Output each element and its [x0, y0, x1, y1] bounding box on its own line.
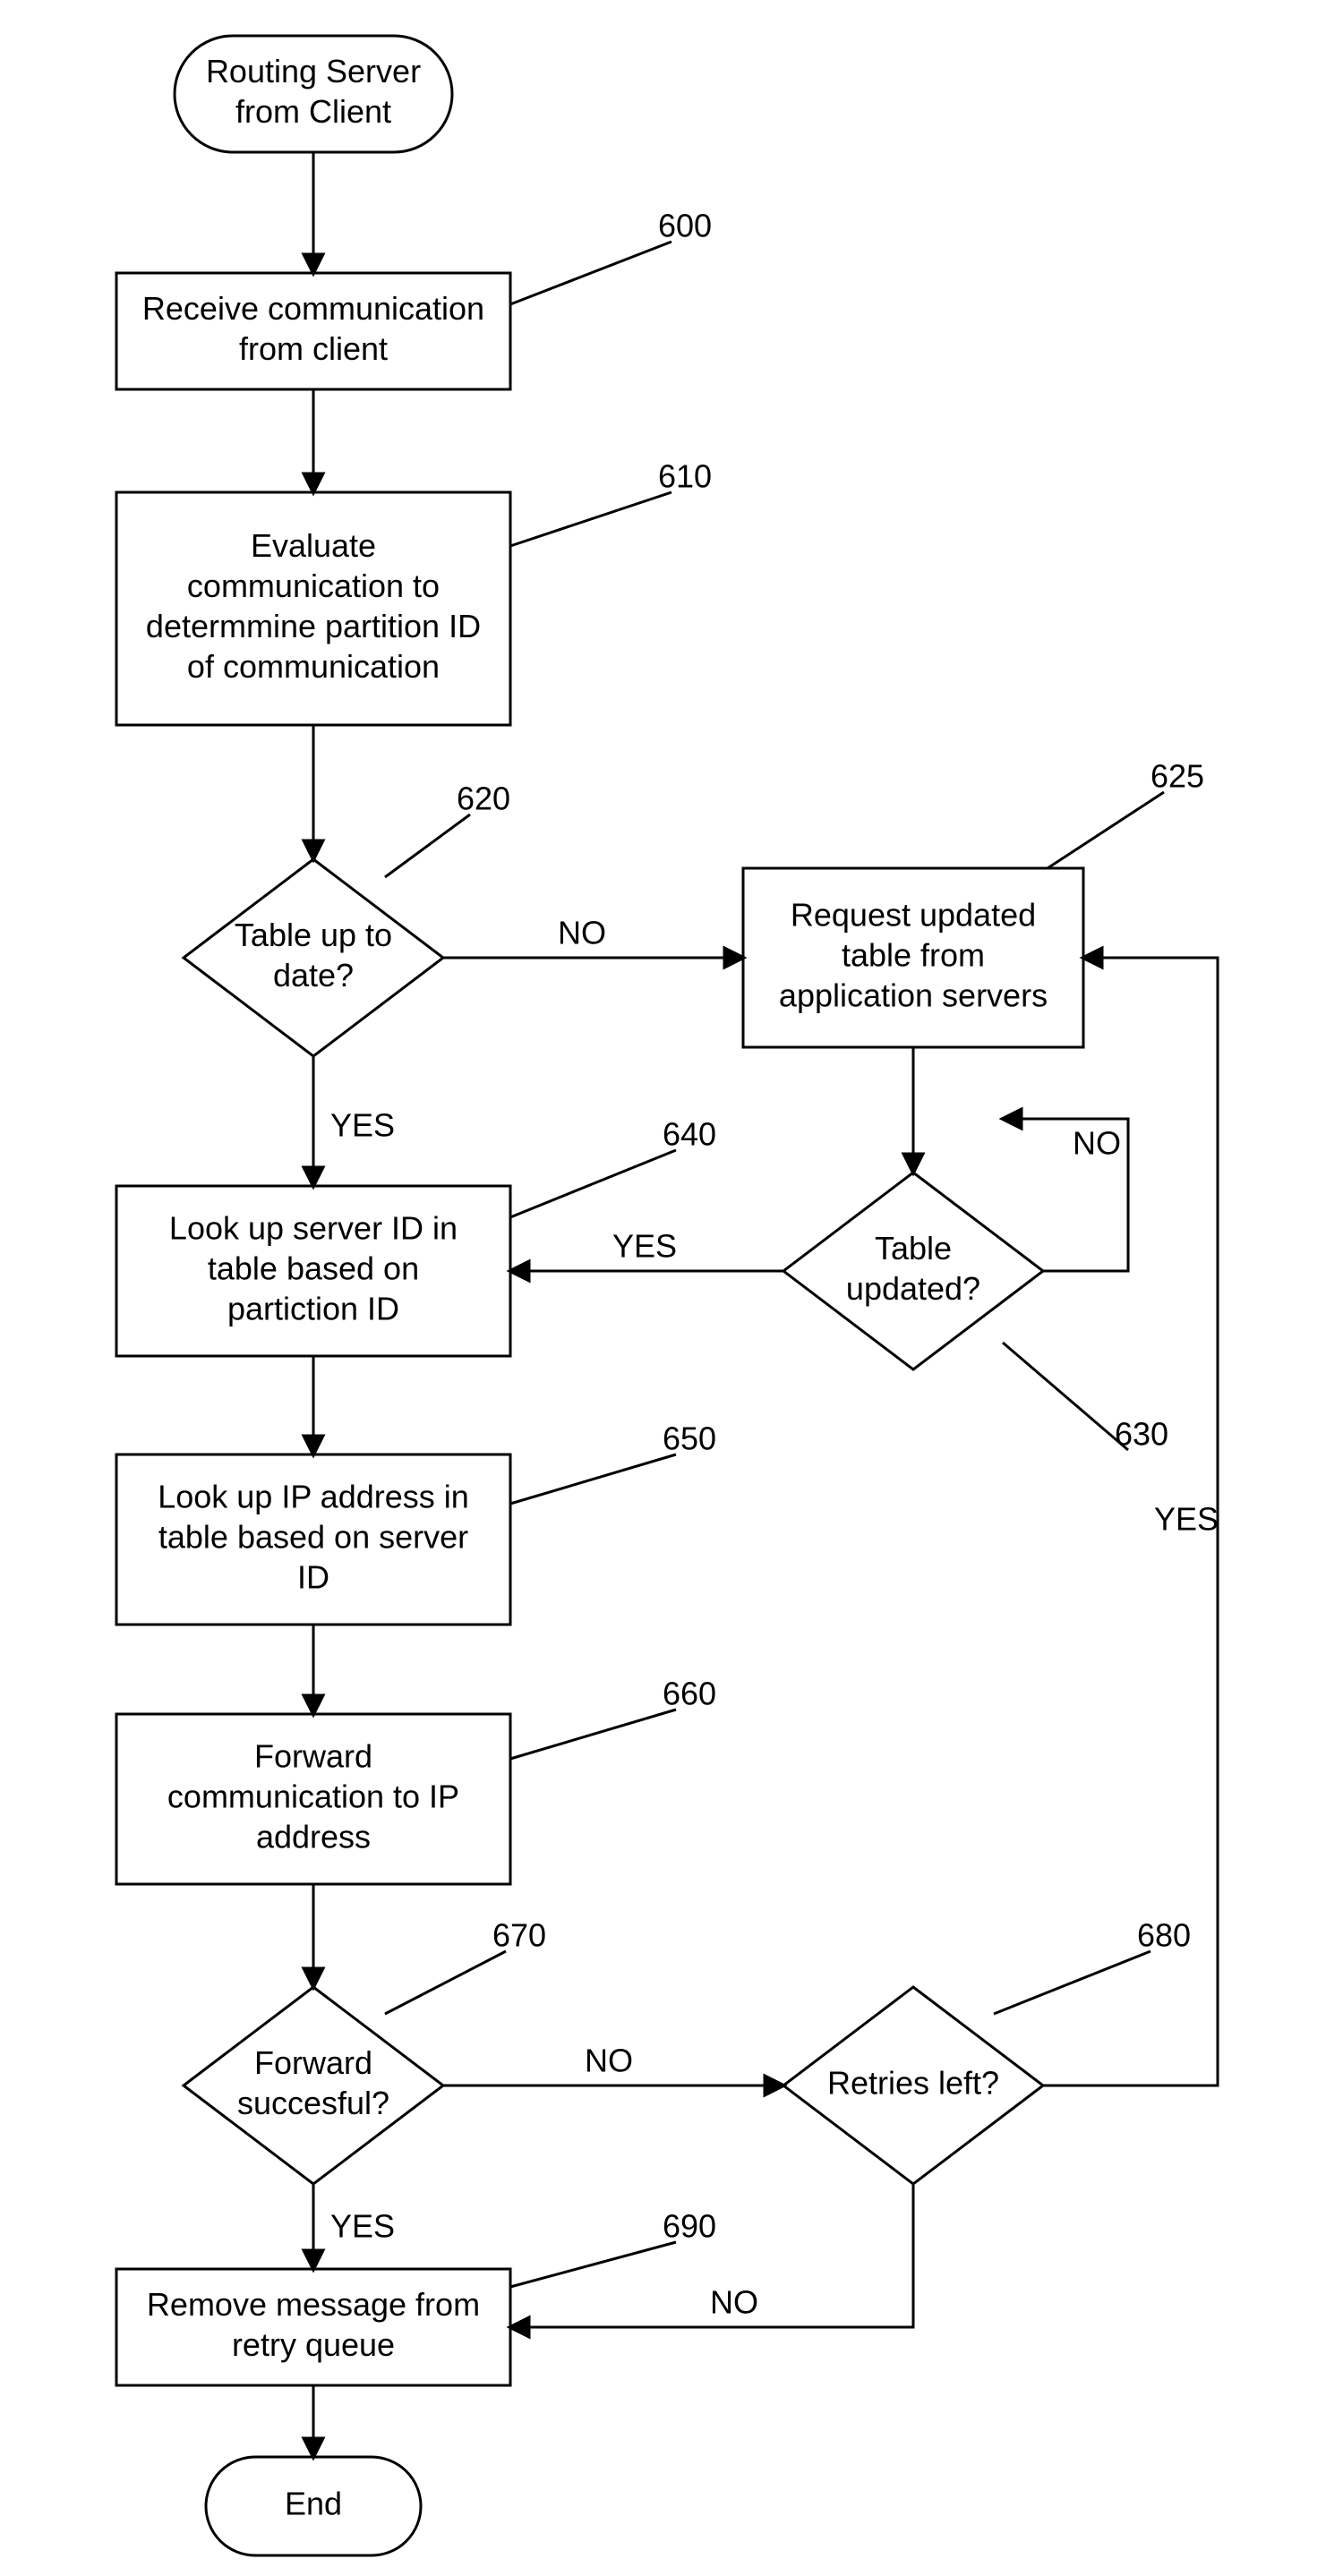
svg-text:Receive communication: Receive communication [142, 290, 484, 327]
svg-text:Retries left?: Retries left? [827, 2065, 999, 2102]
edge-label-11: YES [330, 2208, 395, 2245]
svg-text:application servers: application servers [779, 977, 1048, 1014]
svg-text:updated?: updated? [846, 1270, 980, 1307]
ref-680: 680 [1137, 1917, 1191, 1954]
svg-text:Evaluate: Evaluate [251, 527, 376, 564]
svg-text:from client: from client [239, 330, 388, 367]
svg-text:Request updated: Request updated [791, 897, 1036, 934]
svg-text:ID: ID [297, 1559, 329, 1596]
svg-text:from Client: from Client [235, 93, 391, 130]
leader-630 [1003, 1343, 1128, 1450]
svg-text:address: address [256, 1819, 371, 1855]
leader-600 [510, 242, 672, 304]
edge-label-14: YES [1154, 1501, 1219, 1538]
ref-630: 630 [1115, 1416, 1168, 1453]
svg-text:Remove message from: Remove message from [147, 2286, 480, 2323]
ref-600: 600 [658, 208, 712, 244]
leader-660 [510, 1710, 676, 1759]
edge-label-7: YES [612, 1228, 677, 1265]
svg-text:communication to IP: communication to IP [167, 1778, 459, 1815]
ref-640: 640 [663, 1116, 716, 1153]
svg-text:Table up to: Table up to [235, 917, 392, 953]
svg-text:table based on server: table based on server [158, 1519, 468, 1556]
svg-text:table based on: table based on [208, 1250, 419, 1287]
svg-text:date?: date? [273, 957, 354, 994]
edge-label-6: NO [1073, 1125, 1121, 1162]
ref-690: 690 [663, 2208, 716, 2245]
leader-620 [385, 815, 470, 877]
svg-text:table from: table from [842, 937, 985, 974]
ref-625: 625 [1151, 758, 1204, 795]
ref-610: 610 [658, 458, 712, 495]
ref-660: 660 [663, 1676, 716, 1712]
svg-text:communication to: communication to [187, 567, 440, 604]
leader-610 [510, 492, 672, 546]
svg-text:Forward: Forward [254, 1738, 372, 1775]
svg-text:End: End [285, 2486, 342, 2522]
svg-text:Look up server ID in: Look up server ID in [169, 1210, 458, 1247]
ref-620: 620 [457, 780, 510, 817]
svg-text:succesful?: succesful? [237, 2085, 389, 2121]
ref-670: 670 [492, 1917, 546, 1954]
svg-text:Forward: Forward [254, 2044, 372, 2081]
leader-640 [510, 1150, 676, 1217]
svg-text:of communication: of communication [187, 648, 440, 685]
svg-text:retry queue: retry queue [232, 2326, 395, 2363]
leader-625 [1048, 792, 1164, 868]
leader-680 [994, 1951, 1151, 2014]
ref-650: 650 [663, 1420, 716, 1457]
leader-690 [510, 2242, 676, 2287]
svg-text:Look up IP address in: Look up IP address in [158, 1479, 469, 1515]
svg-text:determmine partition ID: determmine partition ID [146, 608, 481, 644]
svg-text:partiction ID: partiction ID [227, 1291, 399, 1327]
edge-label-12: NO [585, 2043, 633, 2079]
edge-label-3: YES [330, 1107, 395, 1144]
leader-670 [385, 1951, 506, 2014]
svg-text:Table: Table [875, 1230, 952, 1267]
svg-text:Routing Server: Routing Server [206, 53, 421, 90]
edge-label-4: NO [558, 915, 606, 951]
flowchart-canvas: Routing Serverfrom Client Receive communi… [0, 0, 1343, 2576]
edge-label-13: NO [710, 2284, 758, 2321]
leader-650 [510, 1454, 676, 1504]
